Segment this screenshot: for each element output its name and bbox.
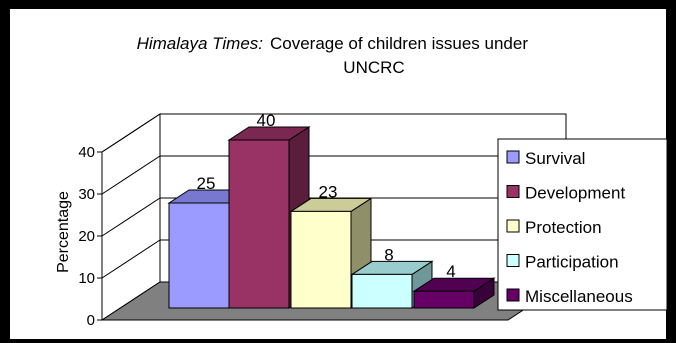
y-axis-label: Percentage <box>55 191 72 273</box>
gridline <box>101 197 566 237</box>
data-label-development: 40 <box>257 111 276 130</box>
y-tick-label: 0 <box>87 312 95 329</box>
legend-swatch-protection <box>506 219 520 233</box>
bar-miscellaneous <box>413 290 475 309</box>
chart-title: Himalaya Times: Coverage of children iss… <box>137 34 529 77</box>
gridline <box>101 155 566 195</box>
y-tick-label: 10 <box>78 270 95 287</box>
gridline <box>101 113 566 153</box>
legend-swatch-survival <box>506 150 520 164</box>
bar-participation <box>351 273 413 309</box>
data-label-survival: 25 <box>197 174 216 193</box>
bar-protection <box>290 210 352 309</box>
legend: Survival Development Protection Participati… <box>497 138 668 311</box>
bar-survival <box>168 202 230 309</box>
legend-label-miscellaneous: Miscellaneous <box>525 287 633 306</box>
legend-label-development: Development <box>525 184 625 203</box>
legend-swatch-participation <box>506 254 520 267</box>
data-label-protection: 23 <box>319 182 338 201</box>
data-label-participation: 8 <box>384 245 393 264</box>
chart-title-line1: Coverage of children issues under <box>270 34 528 53</box>
chart-title-line2: UNCRC <box>343 58 404 77</box>
legend-swatch-development <box>506 185 520 198</box>
legend-label-protection: Protection <box>525 218 602 237</box>
y-tick-label: 40 <box>78 144 95 161</box>
legend-box <box>497 138 668 311</box>
y-tick-label: 30 <box>78 186 95 203</box>
plot-area: 0 10 20 30 40 25 40 23 8 4 <box>78 111 568 329</box>
gridline <box>101 239 566 279</box>
legend-label-participation: Participation <box>525 253 619 272</box>
legend-label-survival: Survival <box>525 149 585 168</box>
legend-swatch-miscellaneous <box>506 288 520 302</box>
y-tick-label: 20 <box>78 228 95 245</box>
chart-title-source: Himalaya Times: <box>137 34 264 53</box>
bar-development <box>228 139 290 309</box>
data-label-miscellaneous: 4 <box>446 262 455 281</box>
